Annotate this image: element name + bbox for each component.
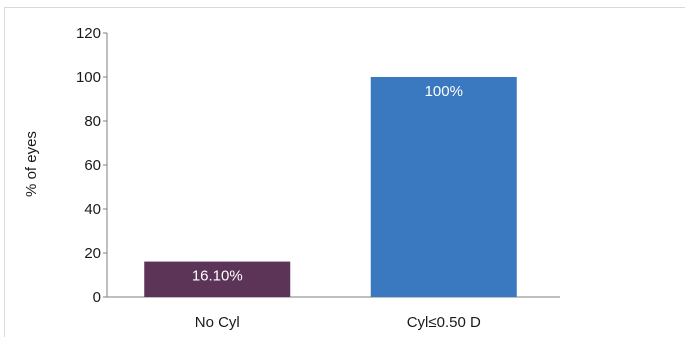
- data-label: 16.10%: [192, 268, 243, 285]
- y-tick-label: 120: [76, 25, 101, 42]
- chart-frame: [4, 7, 685, 337]
- y-tick-label: 80: [84, 113, 101, 130]
- y-tick-label: 100: [76, 69, 101, 86]
- bar-no-cyl: [144, 261, 291, 297]
- y-tick-label: 60: [84, 157, 101, 174]
- y-axis: 0 20 40 60 80 100 120: [76, 25, 108, 306]
- x-axis: No Cyl Cyl≤0.50 D: [107, 296, 560, 331]
- bar-cyl-050: [370, 77, 517, 297]
- bars: 16.10% 100%: [144, 77, 517, 297]
- y-tick-label: 20: [84, 245, 101, 262]
- data-label: 100%: [425, 83, 463, 100]
- y-tick-label: 40: [84, 201, 101, 218]
- y-axis-title: % of eyes: [23, 131, 40, 197]
- y-tick-label: 0: [93, 289, 101, 306]
- x-category-label: Cyl≤0.50 D: [407, 314, 481, 331]
- x-category-label: No Cyl: [195, 314, 240, 331]
